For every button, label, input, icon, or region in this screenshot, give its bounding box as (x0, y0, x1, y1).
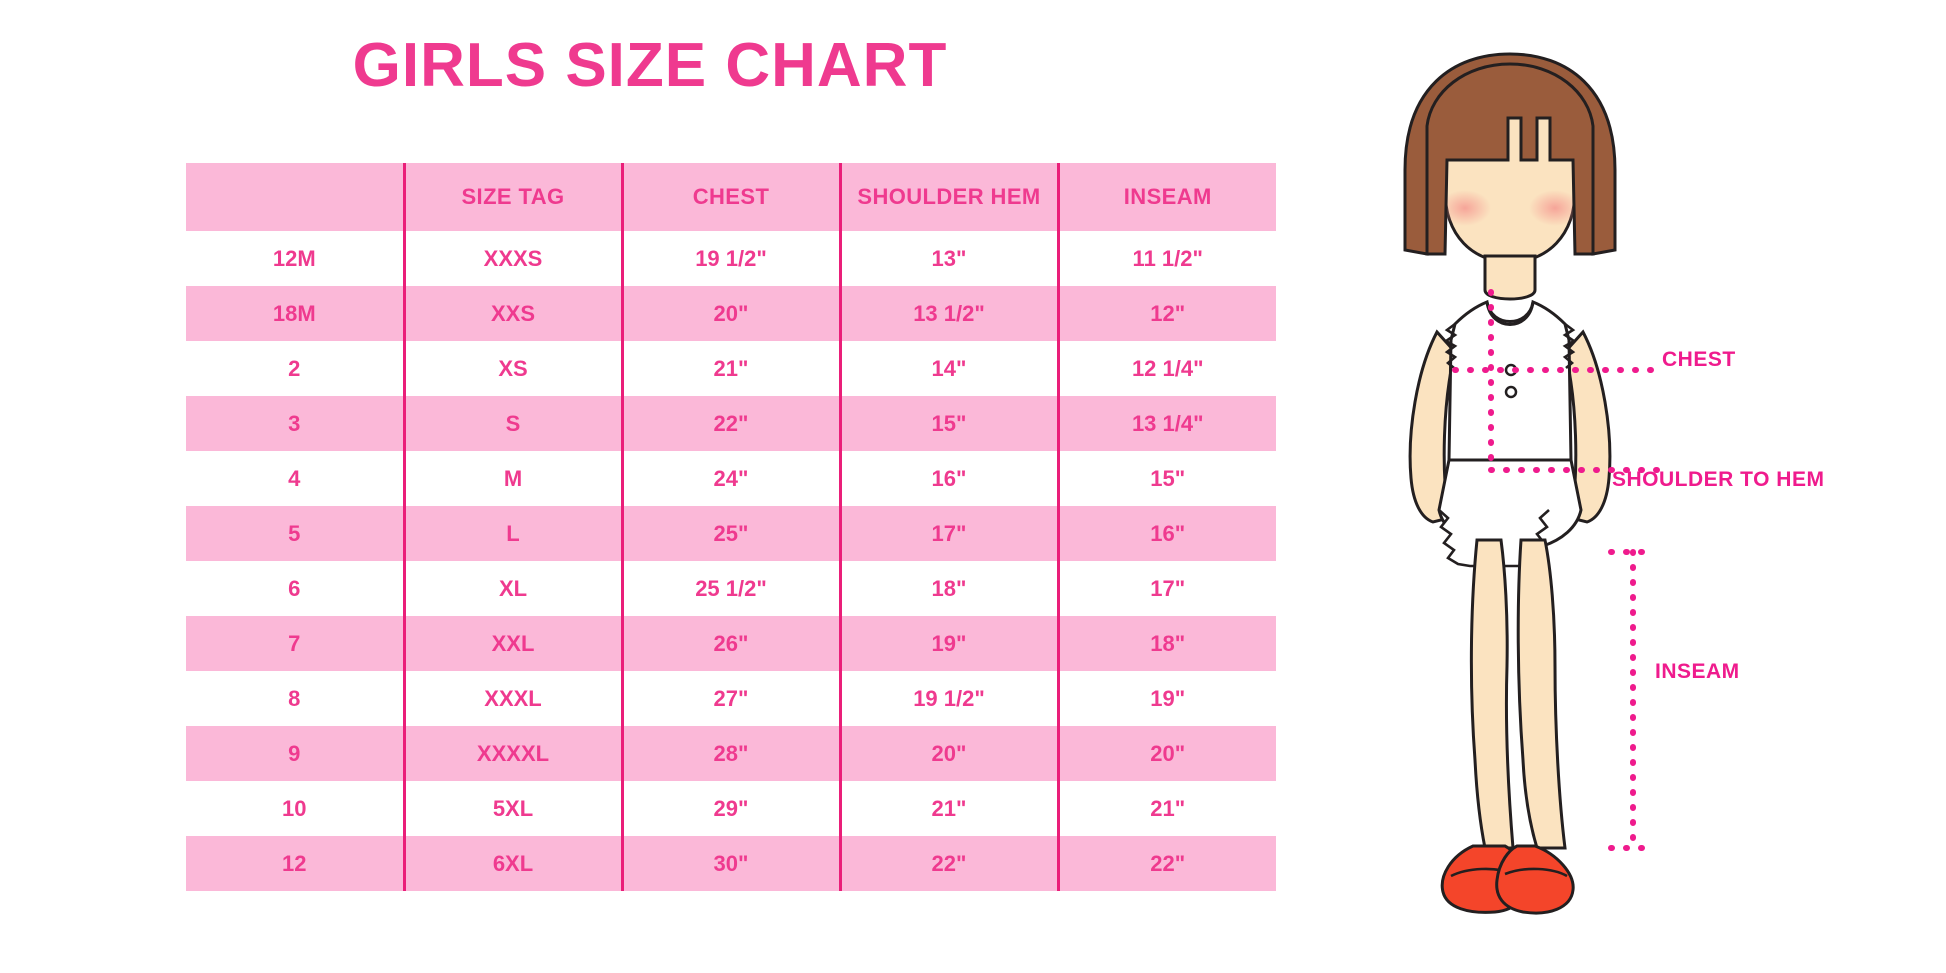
cell-shoulder-hem: 17" (838, 506, 1058, 561)
cell-shoulder-hem: 14" (838, 341, 1058, 396)
column-header-inseam: INSEAM (1056, 163, 1276, 231)
column-header-chest: CHEST (620, 163, 840, 231)
table-row: 8 XXXL 27" 19 1/2" 19" (186, 671, 1276, 726)
cell-size: 9 (186, 726, 404, 781)
column-header-shoulder-hem: SHOULDER HEM (838, 163, 1058, 231)
table-row: 12M XXXS 19 1/2" 13" 11 1/2" (186, 231, 1276, 286)
table-row: 3 S 22" 15" 13 1/4" (186, 396, 1276, 451)
cell-size-tag: S (402, 396, 622, 451)
page-title: GIRLS SIZE CHART (352, 31, 948, 100)
cell-chest: 30" (620, 836, 840, 891)
cell-chest: 24" (620, 451, 840, 506)
chest-measure-label: CHEST (1662, 348, 1736, 371)
cell-size: 6 (186, 561, 404, 616)
cell-inseam: 12 1/4" (1056, 341, 1276, 396)
cell-size-tag: 5XL (402, 781, 622, 836)
table-body: 12M XXXS 19 1/2" 13" 11 1/2" 18M XXS 20" 13 1/2"… (186, 231, 1276, 891)
cell-size: 3 (186, 396, 404, 451)
cell-inseam: 21" (1056, 781, 1276, 836)
table-row: 12 6XL 30" 22" 22" (186, 836, 1276, 891)
table-row: 9 XXXXL 28" 20" 20" (186, 726, 1276, 781)
cell-inseam: 18" (1056, 616, 1276, 671)
cell-size: 18M (186, 286, 404, 341)
cell-chest: 19 1/2" (620, 231, 840, 286)
table-header: SIZE TAG CHEST SHOULDER HEM INSEAM (186, 163, 1276, 231)
cell-size-tag: XXXL (402, 671, 622, 726)
table-row: 4 M 24" 16" 15" (186, 451, 1276, 506)
cell-inseam: 15" (1056, 451, 1276, 506)
cell-size: 8 (186, 671, 404, 726)
cell-chest: 28" (620, 726, 840, 781)
table-row: 10 5XL 29" 21" 21" (186, 781, 1276, 836)
cell-shoulder-hem: 13" (838, 231, 1058, 286)
cell-size: 12M (186, 231, 404, 286)
shoulder-to-hem-measure-label: SHOULDER TO HEM (1612, 468, 1825, 491)
cell-size: 2 (186, 341, 404, 396)
cell-shoulder-hem: 13 1/2" (838, 286, 1058, 341)
girl-figure-illustration (1345, 40, 1675, 920)
cell-size-tag: 6XL (402, 836, 622, 891)
cell-size-tag: L (402, 506, 622, 561)
cell-inseam: 19" (1056, 671, 1276, 726)
column-header-size-tag: SIZE TAG (402, 163, 622, 231)
cell-inseam: 11 1/2" (1056, 231, 1276, 286)
cell-size: 7 (186, 616, 404, 671)
cell-inseam: 17" (1056, 561, 1276, 616)
cell-size-tag: XXL (402, 616, 622, 671)
table-row: 6 XL 25 1/2" 18" 17" (186, 561, 1276, 616)
cell-shoulder-hem: 21" (838, 781, 1058, 836)
cell-size: 4 (186, 451, 404, 506)
cell-shoulder-hem: 19" (838, 616, 1058, 671)
cell-shoulder-hem: 15" (838, 396, 1058, 451)
table-row: 18M XXS 20" 13 1/2" 12" (186, 286, 1276, 341)
cell-size: 10 (186, 781, 404, 836)
cell-chest: 27" (620, 671, 840, 726)
cell-inseam: 12" (1056, 286, 1276, 341)
column-header-size (186, 163, 404, 231)
cell-shoulder-hem: 20" (838, 726, 1058, 781)
table-header-row: SIZE TAG CHEST SHOULDER HEM INSEAM (186, 163, 1276, 231)
cell-chest: 25" (620, 506, 840, 561)
cell-inseam: 22" (1056, 836, 1276, 891)
cell-shoulder-hem: 22" (838, 836, 1058, 891)
cell-size-tag: XL (402, 561, 622, 616)
cell-chest: 21" (620, 341, 840, 396)
cell-size-tag: XXS (402, 286, 622, 341)
cell-inseam: 16" (1056, 506, 1276, 561)
table-row: 7 XXL 26" 19" 18" (186, 616, 1276, 671)
table-row: 5 L 25" 17" 16" (186, 506, 1276, 561)
table-row: 2 XS 21" 14" 12 1/4" (186, 341, 1276, 396)
cell-shoulder-hem: 16" (838, 451, 1058, 506)
cell-chest: 26" (620, 616, 840, 671)
cell-size-tag: XXXXL (402, 726, 622, 781)
cell-inseam: 20" (1056, 726, 1276, 781)
size-chart-table: SIZE TAG CHEST SHOULDER HEM INSEAM 12M XX… (186, 163, 1276, 891)
cell-shoulder-hem: 19 1/2" (838, 671, 1058, 726)
inseam-measure-label: INSEAM (1655, 660, 1740, 683)
cell-chest: 22" (620, 396, 840, 451)
cell-size: 5 (186, 506, 404, 561)
cell-chest: 20" (620, 286, 840, 341)
cell-size-tag: XXXS (402, 231, 622, 286)
cell-size-tag: M (402, 451, 622, 506)
cell-size-tag: XS (402, 341, 622, 396)
cell-chest: 25 1/2" (620, 561, 840, 616)
cell-size: 12 (186, 836, 404, 891)
cell-chest: 29" (620, 781, 840, 836)
cell-shoulder-hem: 18" (838, 561, 1058, 616)
cell-inseam: 13 1/4" (1056, 396, 1276, 451)
